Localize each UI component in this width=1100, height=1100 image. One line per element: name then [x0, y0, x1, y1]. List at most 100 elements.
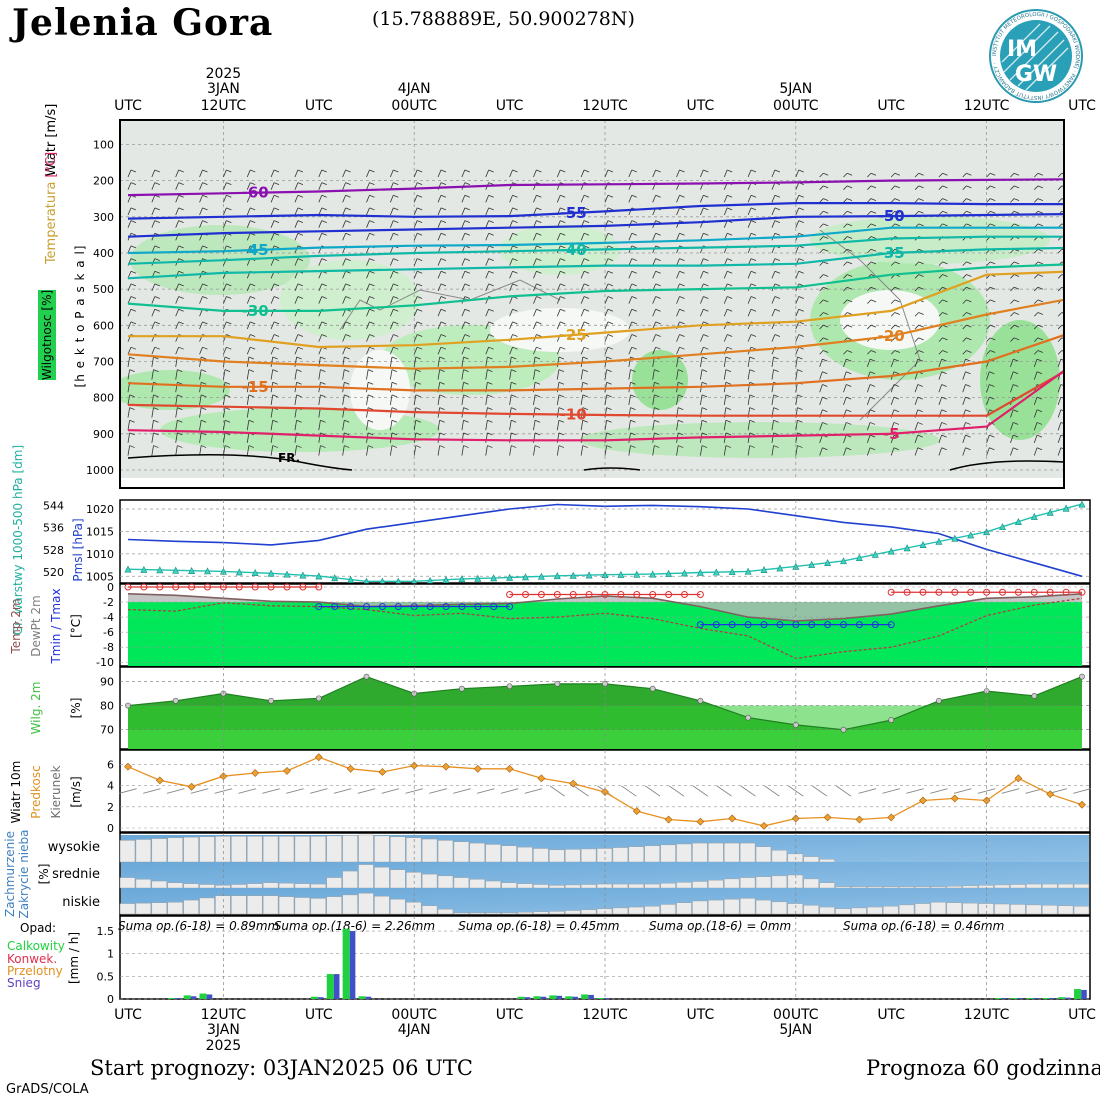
wind-barb-feather — [153, 445, 159, 448]
wind-barb-feather — [369, 169, 375, 173]
wind-barb — [199, 356, 202, 367]
wind-barb — [914, 312, 919, 317]
precip-snow-bar — [588, 994, 594, 999]
wind-barb — [938, 172, 943, 178]
wind-barb — [127, 182, 132, 190]
wind-barb-feather — [965, 358, 971, 362]
wind-tick-label: 0 — [107, 822, 114, 835]
wind-barb-feather — [129, 356, 135, 360]
cloud-bar — [151, 902, 167, 915]
wind-barb-feather — [248, 369, 255, 372]
precip-snow-bar — [1081, 989, 1087, 999]
wind-barb — [366, 182, 370, 190]
wind-barb-feather — [201, 407, 207, 410]
wind-barb — [437, 334, 442, 342]
wind-direction-mark — [953, 788, 972, 794]
wind-barb — [771, 220, 776, 228]
wind-barb — [366, 420, 369, 431]
cloud-bar — [517, 912, 533, 915]
wind-barb-feather — [655, 270, 661, 274]
wind-barb — [509, 258, 513, 266]
wind-barb — [413, 169, 418, 178]
wind-unit-label: [m/s] — [69, 776, 83, 807]
wind-barb — [389, 334, 394, 342]
gph-point — [299, 571, 307, 579]
wind-barb — [461, 220, 466, 228]
wind-barb-feather — [488, 169, 494, 173]
wind-barb — [533, 347, 537, 355]
wind-barb-feather — [560, 169, 566, 173]
front-line — [583, 467, 641, 471]
wind-barb-feather — [918, 324, 924, 328]
wind-barb — [270, 296, 275, 304]
wind-speed-point — [1078, 800, 1086, 809]
wind-barb — [938, 274, 943, 279]
wind-barb — [342, 420, 345, 431]
wind-barb — [127, 195, 132, 203]
cloud-bar — [692, 881, 708, 889]
cloud-bar — [421, 873, 438, 889]
wind-barb — [962, 324, 967, 330]
cloud-bar — [596, 883, 613, 889]
wind-barb — [437, 432, 441, 443]
wind-barb-feather — [393, 258, 399, 261]
wind-barb — [771, 195, 776, 203]
wind-barb — [485, 347, 490, 355]
wind-barb-feather — [273, 346, 280, 350]
wind-barb — [199, 394, 202, 405]
wind-barb-feather — [369, 207, 375, 211]
wind-barb-feather — [749, 432, 755, 436]
cloud-bar — [310, 898, 326, 915]
wind-barb — [461, 445, 464, 456]
wind-barb — [509, 309, 513, 317]
wind-barb-feather — [725, 419, 732, 423]
wind-speed-point — [855, 815, 864, 824]
wind-barb — [890, 261, 896, 266]
cloud-bar — [231, 884, 247, 889]
wind-barb-feather — [536, 308, 542, 312]
wind-barb-feather — [178, 296, 184, 299]
tmin-point — [442, 603, 450, 611]
cloud-bar — [851, 907, 867, 915]
tmin-point — [855, 621, 863, 629]
tmax-point — [696, 591, 704, 599]
wind-barb — [342, 321, 346, 330]
cloud-bar — [199, 884, 215, 889]
wind-barb-feather — [178, 270, 184, 274]
wind-barb-feather — [297, 334, 304, 337]
tmin-point — [776, 621, 784, 629]
precip-snow-bar — [1065, 997, 1071, 999]
wind-barb — [1082, 275, 1086, 279]
wind-barb-feather — [320, 432, 326, 436]
wind-barb-feather — [177, 445, 183, 448]
wind-barb — [938, 422, 942, 431]
wind-barb — [509, 407, 512, 418]
wind-barb-feather — [391, 419, 398, 423]
cloud-bar — [803, 856, 819, 863]
humidity-point — [363, 673, 370, 680]
wind-barb-feather — [1061, 350, 1064, 352]
wind-barb — [175, 369, 178, 380]
wind-barb — [246, 347, 251, 355]
pressure-tick-label: 1000 — [86, 464, 114, 477]
cloud-bar — [549, 849, 565, 863]
wind-barb — [604, 309, 609, 317]
pmsl-tick-label: 1010 — [86, 548, 114, 561]
wind-barb — [795, 195, 800, 203]
wind-barb-feather — [942, 324, 948, 328]
humidity-point — [697, 697, 704, 704]
cloud-bar — [342, 894, 358, 915]
wind-barb — [413, 296, 418, 304]
tmax-point — [506, 591, 514, 599]
wind-barb — [747, 207, 752, 216]
wind-barb-feather — [487, 445, 493, 448]
wind-barb — [1057, 248, 1063, 254]
wind-barb-feather — [201, 445, 207, 448]
wind-barb — [127, 407, 131, 418]
wind-barb-feather — [989, 447, 995, 451]
wind-barb — [866, 396, 871, 406]
tmin-point — [490, 603, 498, 611]
wind-barb — [843, 384, 847, 393]
wind-barb-feather — [393, 308, 399, 312]
